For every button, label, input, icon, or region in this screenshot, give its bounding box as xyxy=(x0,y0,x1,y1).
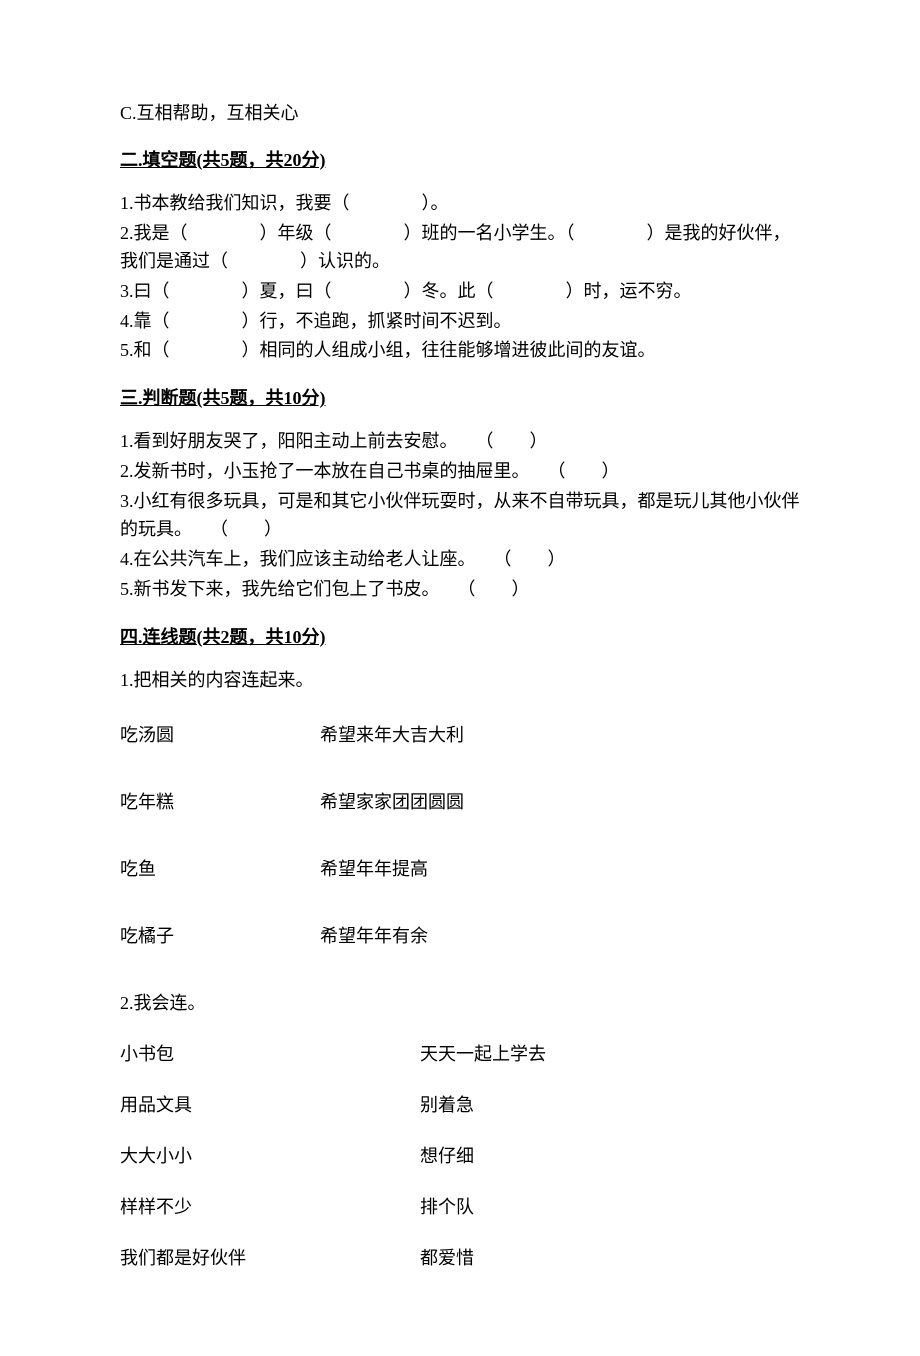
fill-q1: 1.书本教给我们知识，我要（ ）。 xyxy=(120,190,800,218)
fill-q2: 2.我是（ ）年级（ ）班的一名小学生。（ ）是我的好伙伴，我们是通过（ ）认识… xyxy=(120,220,800,276)
matching-q1-right-1: 希望来年大吉大利 xyxy=(320,722,800,749)
matching-q1: 1.把相关的内容连起来。 吃汤圆 希望来年大吉大利 吃年糕 希望家家团团圆圆 吃… xyxy=(120,667,800,950)
matching-q1-intro: 1.把相关的内容连起来。 xyxy=(120,667,800,694)
matching-q2-row-2: 用品文具 别着急 xyxy=(120,1092,800,1119)
matching-q1-right-3: 希望年年提高 xyxy=(320,856,800,883)
matching-q2-right-4: 排个队 xyxy=(420,1194,800,1221)
judge-questions: 1.看到好朋友哭了，阳阳主动上前去安慰。 （ ） 2.发新书时，小玉抢了一本放在… xyxy=(120,428,800,603)
matching-q1-row-3: 吃鱼 希望年年提高 xyxy=(120,856,800,883)
matching-q2-right-3: 想仔细 xyxy=(420,1143,800,1170)
matching-q2-right-1: 天天一起上学去 xyxy=(420,1041,800,1068)
fill-q4: 4.靠（ ）行，不追跑，抓紧时间不迟到。 xyxy=(120,308,800,336)
matching-q1-left-2: 吃年糕 xyxy=(120,789,320,816)
matching-q2-row-4: 样样不少 排个队 xyxy=(120,1194,800,1221)
matching-q1-left-4: 吃橘子 xyxy=(120,923,320,950)
matching-q2-left-2: 用品文具 xyxy=(120,1092,420,1119)
matching-q2-left-3: 大大小小 xyxy=(120,1143,420,1170)
matching-q2-right-2: 别着急 xyxy=(420,1092,800,1119)
matching-q1-row-4: 吃橘子 希望年年有余 xyxy=(120,923,800,950)
matching-q2-intro: 2.我会连。 xyxy=(120,990,800,1017)
judge-q4: 4.在公共汽车上，我们应该主动给老人让座。 （ ） xyxy=(120,546,800,574)
matching-q2: 2.我会连。 小书包 天天一起上学去 用品文具 别着急 大大小小 想仔细 样样不… xyxy=(120,990,800,1272)
fill-q5: 5.和（ ）相同的人组成小组，往往能够增进彼此间的友谊。 xyxy=(120,337,800,365)
judge-q5: 5.新书发下来，我先给它们包上了书皮。 （ ） xyxy=(120,576,800,604)
section-3-title-text: 三.判断题(共5题，共10分) xyxy=(120,388,326,408)
matching-q2-left-4: 样样不少 xyxy=(120,1194,420,1221)
matching-q2-left-5: 我们都是好伙伴 xyxy=(120,1245,420,1272)
matching-q1-right-4: 希望年年有余 xyxy=(320,923,800,950)
fill-q3: 3.曰（ ）夏，曰（ ）冬。此（ ）时，运不穷。 xyxy=(120,278,800,306)
matching-q1-row-2: 吃年糕 希望家家团团圆圆 xyxy=(120,789,800,816)
matching-q2-row-5: 我们都是好伙伴 都爱惜 xyxy=(120,1245,800,1272)
judge-q3: 3.小红有很多玩具，可是和其它小伙伴玩耍时，从来不自带玩具，都是玩儿其他小伙伴的… xyxy=(120,488,800,544)
matching-q2-row-1: 小书包 天天一起上学去 xyxy=(120,1041,800,1068)
fill-questions: 1.书本教给我们知识，我要（ ）。 2.我是（ ）年级（ ）班的一名小学生。（ … xyxy=(120,190,800,365)
matching-q1-right-2: 希望家家团团圆圆 xyxy=(320,789,800,816)
section-3-title: 三.判断题(共5题，共10分) xyxy=(120,385,800,412)
matching-q2-left-1: 小书包 xyxy=(120,1041,420,1068)
matching-q1-left-3: 吃鱼 xyxy=(120,856,320,883)
section-2-title-text: 二.填空题(共5题，共20分) xyxy=(120,150,326,170)
matching-q1-left-1: 吃汤圆 xyxy=(120,722,320,749)
option-c: C.互相帮助，互相关心 xyxy=(120,100,800,127)
matching-q2-right-5: 都爱惜 xyxy=(420,1245,800,1272)
matching-q1-row-1: 吃汤圆 希望来年大吉大利 xyxy=(120,722,800,749)
section-2-title: 二.填空题(共5题，共20分) xyxy=(120,147,800,174)
judge-q1: 1.看到好朋友哭了，阳阳主动上前去安慰。 （ ） xyxy=(120,428,800,456)
section-4-title: 四.连线题(共2题，共10分) xyxy=(120,624,800,651)
section-4-title-text: 四.连线题(共2题，共10分) xyxy=(120,627,326,647)
matching-q2-row-3: 大大小小 想仔细 xyxy=(120,1143,800,1170)
judge-q2: 2.发新书时，小玉抢了一本放在自己书桌的抽屉里。 （ ） xyxy=(120,458,800,486)
